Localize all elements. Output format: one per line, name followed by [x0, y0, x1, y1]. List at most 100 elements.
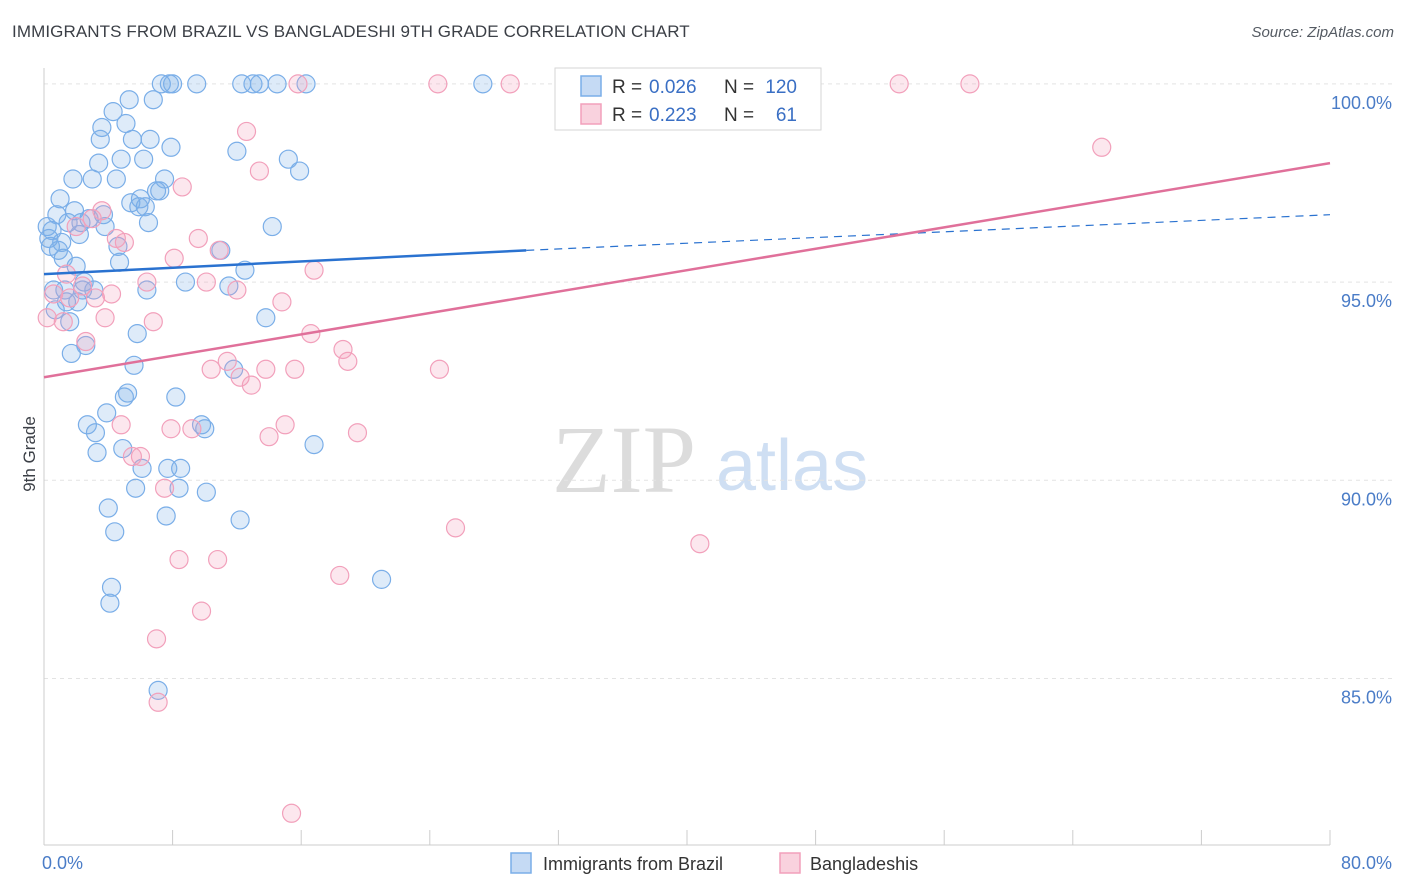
- bangladeshi-point: [82, 209, 102, 229]
- brazil-point: [166, 387, 186, 407]
- brazil-point: [175, 272, 196, 292]
- brazil-point: [296, 74, 316, 94]
- bangladeshi-point: [154, 478, 175, 498]
- bangladeshi-point: [148, 692, 168, 712]
- bangladeshi-point: [500, 74, 520, 94]
- brazil-point: [52, 232, 72, 253]
- x-tick-label-min: 0.0%: [42, 853, 83, 873]
- bangladeshi-point: [304, 260, 324, 280]
- brazil-point: [113, 438, 133, 459]
- bangladeshi-point: [122, 446, 143, 467]
- brazil-point: [289, 161, 310, 181]
- stats-n-label-brazil: N =: [724, 77, 754, 98]
- brazil-point: [256, 308, 276, 328]
- bangladeshi-point: [285, 359, 305, 379]
- bangladeshi-point: [230, 367, 250, 387]
- bangladeshi-point: [275, 415, 295, 435]
- brazil-point: [64, 201, 85, 221]
- stats-swatch-brazil: [580, 75, 602, 97]
- bangladeshi-point: [114, 232, 134, 253]
- trend-lines: [43, 161, 1331, 379]
- bangladeshi-point: [44, 284, 64, 304]
- brazil-point: [109, 252, 130, 272]
- brazil-point: [138, 213, 159, 233]
- bangladeshi-point: [272, 292, 292, 312]
- bangladeshi-point: [85, 288, 106, 308]
- brazil-point: [473, 74, 493, 94]
- brazil-point: [135, 197, 155, 217]
- bangladeshi-point: [1092, 137, 1112, 157]
- brazil-point: [230, 510, 250, 530]
- bangladeshi-point: [60, 288, 80, 308]
- brazil-point: [249, 74, 270, 94]
- brazil-point: [63, 169, 83, 189]
- bangladeshi-point: [191, 601, 212, 621]
- bangladeshi-point: [201, 359, 221, 379]
- bangladeshi-point: [227, 280, 247, 300]
- stats-n-label-bangladeshi: N =: [724, 105, 754, 126]
- bangladeshi-points: [37, 74, 1112, 823]
- stats-swatch-bangladeshi: [580, 103, 602, 125]
- bangladeshi-point: [236, 121, 257, 142]
- brazil-point: [105, 522, 125, 542]
- brazil-point: [129, 197, 149, 217]
- brazil-point: [89, 153, 109, 173]
- bangladeshi-point: [130, 446, 151, 467]
- legend-label-bangladeshi: Bangladeshis: [810, 854, 918, 874]
- bangladeshi-point: [182, 419, 202, 439]
- legend-label-brazil: Immigrants from Brazil: [543, 854, 723, 874]
- y-tick-label: 100.0%: [1331, 93, 1392, 113]
- brazil-point: [304, 435, 324, 455]
- bangladeshi-point: [92, 201, 112, 221]
- y-tick-label: 90.0%: [1341, 489, 1392, 509]
- brazil-point: [163, 74, 183, 94]
- bangladeshi-point: [208, 549, 228, 570]
- bangladeshi-point: [217, 351, 237, 371]
- bangladeshi-point: [164, 248, 184, 268]
- bangladeshi-point: [338, 351, 358, 371]
- bangladeshi-point: [66, 216, 86, 237]
- bangladeshi-point: [690, 534, 710, 554]
- brazil-point: [60, 312, 80, 332]
- x-tick-label-max: 80.0%: [1341, 853, 1392, 873]
- brazil-point: [161, 137, 181, 157]
- brazil-point: [150, 181, 170, 201]
- brazil-point: [134, 149, 154, 169]
- brazil-point: [77, 415, 98, 435]
- brazil-point: [122, 129, 143, 149]
- chart-title: IMMIGRANTS FROM BRAZIL VS BANGLADESHI 9T…: [12, 22, 690, 41]
- brazil-point: [87, 442, 107, 463]
- bangladeshi-point: [188, 228, 208, 249]
- brazil-point: [92, 117, 112, 138]
- axes: [43, 68, 1331, 846]
- brazil-point: [262, 216, 282, 237]
- brazil-point: [137, 280, 157, 300]
- brazil-point: [243, 74, 263, 94]
- brazil-trend-extension: [526, 214, 1331, 251]
- bangladeshi-point: [209, 240, 229, 260]
- y-tick-label: 95.0%: [1341, 291, 1392, 311]
- stats-n-brazil: 120: [765, 77, 797, 98]
- bangladeshi-point: [281, 803, 302, 823]
- bangladeshi-point: [196, 272, 216, 292]
- bangladeshi-point: [172, 177, 192, 197]
- brazil-point: [143, 90, 163, 110]
- bangladeshi-point: [960, 74, 980, 94]
- bangladeshi-point: [53, 312, 73, 332]
- brazil-point: [61, 343, 81, 364]
- bangladeshi-point: [429, 359, 450, 379]
- bangladeshi-point: [111, 415, 131, 435]
- brazil-point: [196, 482, 216, 502]
- stats-r-bangladeshi: 0.223: [649, 105, 697, 126]
- brazil-point: [119, 90, 139, 110]
- stats-r-label-bangladeshi: R =: [612, 105, 642, 126]
- bangladeshi-point: [256, 359, 276, 379]
- brazil-point: [101, 577, 122, 597]
- bangladeshi-point: [288, 74, 308, 94]
- brazil-point: [126, 478, 146, 498]
- brazil-point: [154, 169, 175, 189]
- bangladeshi-point: [101, 284, 122, 304]
- bangladeshi-point: [37, 308, 57, 328]
- brazil-point: [85, 423, 106, 443]
